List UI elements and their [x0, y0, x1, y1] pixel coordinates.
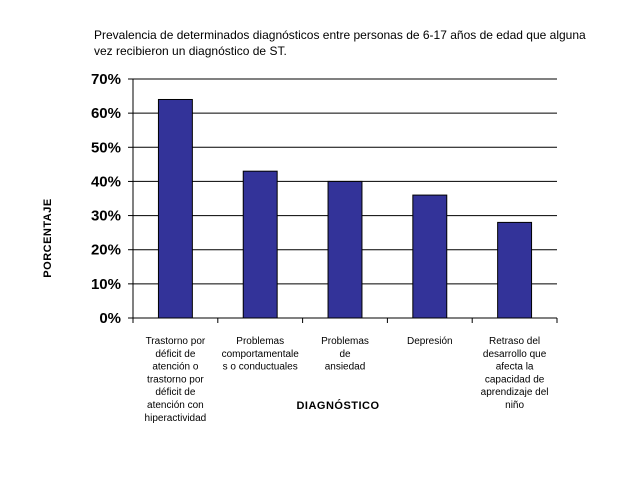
- y-tick-label: 20%: [91, 242, 121, 259]
- x-tick-label: Problemas comportamentale s o conductuales: [222, 336, 300, 373]
- y-axis-title: PORCENTAJE: [42, 198, 54, 277]
- gridlines: [133, 78, 557, 285]
- x-tick-labels: Trastorno por déficit de atención o trastor…: [145, 336, 549, 424]
- y-tick-label: 30%: [91, 208, 121, 225]
- y-tick-label: 60%: [91, 105, 121, 122]
- x-tick-label: Trastorno por déficit de atención o trastor…: [145, 336, 207, 424]
- chart-title: Prevalencia de determinados diagnósticos…: [94, 28, 586, 58]
- bar: [497, 221, 533, 319]
- y-tick-labels: 0% 10% 20% 30% 40% 50% 60% 70%: [91, 71, 121, 327]
- axes: [128, 78, 558, 323]
- x-tick-label: Problemas de ansiedad: [321, 336, 369, 373]
- y-tick-label: 40%: [91, 173, 121, 190]
- bar: [157, 98, 193, 319]
- x-tick-label: Retraso del desarrollo que afecta la capaci…: [481, 336, 549, 411]
- x-axis-title: DIAGNÓSTICO: [296, 399, 379, 412]
- bar: [412, 194, 448, 319]
- y-tick-label: 10%: [91, 276, 121, 293]
- y-tick-label: 70%: [91, 71, 121, 88]
- y-tick-label: 0%: [99, 310, 121, 327]
- x-tick-label: Depresión: [407, 336, 453, 347]
- bar: [327, 180, 363, 319]
- bar: [242, 170, 278, 319]
- bars: [157, 98, 533, 319]
- y-tick-label: 50%: [91, 139, 121, 156]
